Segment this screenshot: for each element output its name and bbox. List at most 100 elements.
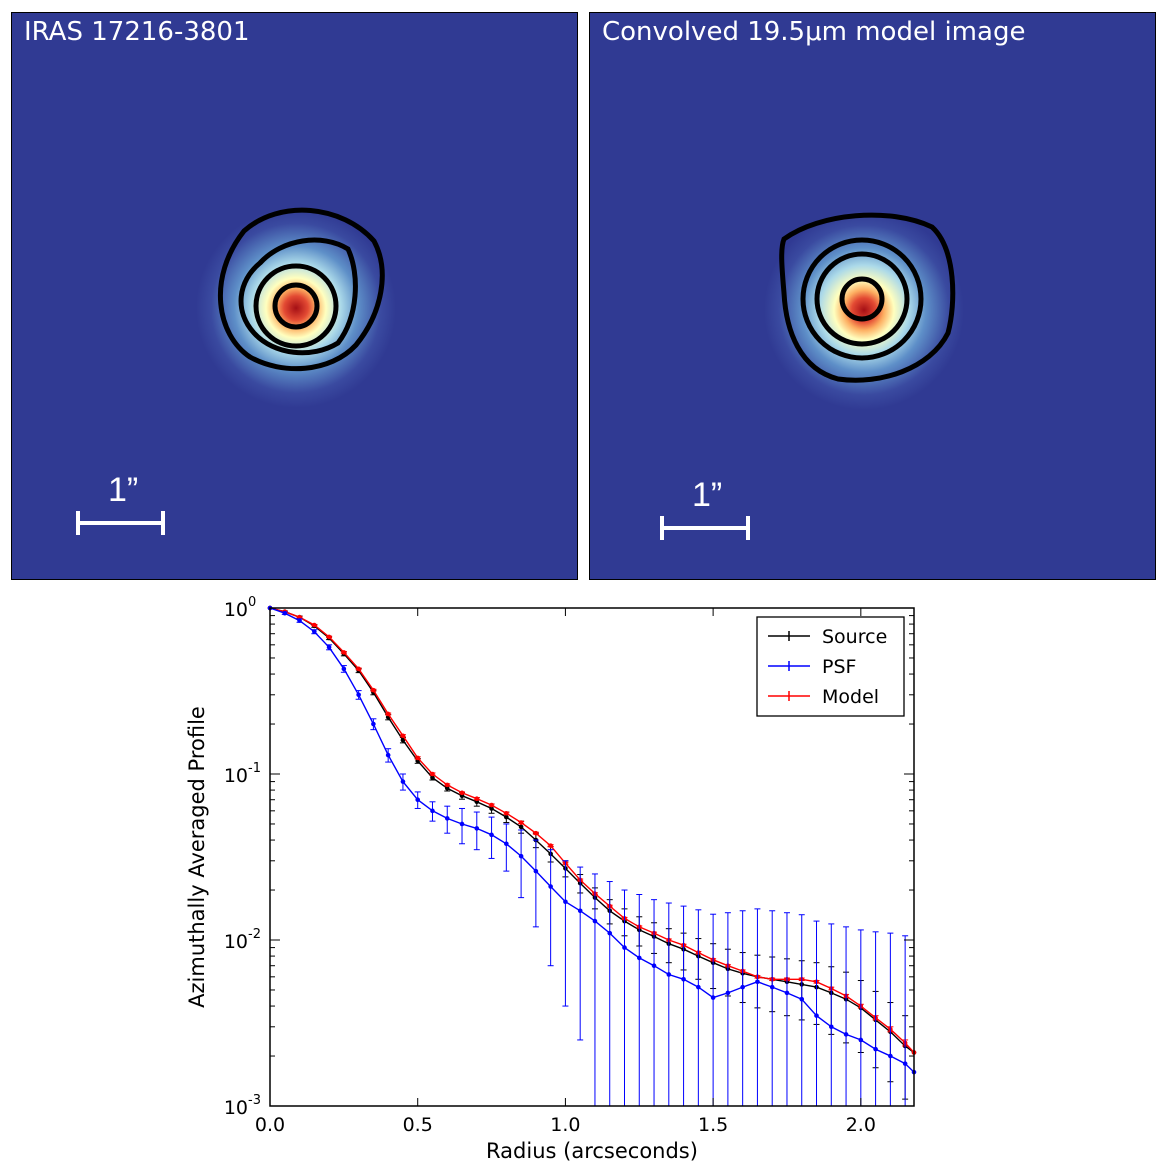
data-point [725,990,731,996]
y-axis-label: Azimuthally Averaged Profile [185,706,209,1008]
data-point [814,1013,819,1018]
contour-outer [779,212,956,383]
data-point [769,984,775,990]
data-point [415,755,421,761]
legend-label: Source [822,626,887,648]
data-point [873,1046,878,1052]
source-blob [196,208,396,408]
series-layer [267,605,917,1106]
data-point [444,786,450,791]
legend-entry-model: Model [768,686,879,708]
data-point [341,650,347,655]
data-point [326,634,332,640]
data-point [710,995,716,1000]
contour-2 [238,237,358,356]
contour-outer [217,207,385,372]
legend: Source PSF Model [756,616,905,717]
data-point [297,618,302,623]
data-point [888,1053,893,1059]
data-point [504,841,509,847]
contour-inner [272,282,320,330]
data-point [474,796,480,801]
panel-title-model: Convolved 19.5μm model image [602,17,1026,47]
y-tick-exponent: -3 [248,1093,261,1108]
data-point [666,972,672,977]
data-point [533,830,539,836]
data-point [843,1032,849,1037]
legend-label: Model [822,686,879,708]
data-point [577,908,583,914]
scale-bar [76,511,165,535]
y-tick-exponent: -2 [248,927,261,942]
contour-3 [814,251,910,347]
source-image [12,13,577,579]
data-point [636,955,642,961]
y-tick-label: 10 [224,931,248,953]
data-point [784,990,790,996]
data-point [356,692,361,698]
contour-inner [839,276,885,322]
data-point [651,963,657,969]
data-point [681,976,686,982]
data-point [430,771,435,777]
data-point [740,984,745,990]
image-panel-model: Convolved 19.5μm model image 1” [589,12,1156,580]
data-point [504,810,509,816]
data-point [385,711,391,717]
plot-frame [269,607,915,1107]
data-point [341,666,347,672]
data-point [533,868,539,874]
data-point [444,782,450,788]
legend-entry-psf: PSF [768,656,856,678]
data-point [799,996,805,1002]
data-point [385,752,391,758]
x-tick-label: 2.0 [846,1114,876,1136]
panel-title-source: IRAS 17216-3801 [24,17,250,47]
data-point [858,1037,864,1043]
data-point [548,884,553,889]
data-point [518,824,524,830]
data-point [400,779,406,784]
x-tick-label: 1.5 [698,1114,728,1136]
data-point [430,775,435,780]
data-point [459,790,465,796]
data-point [622,945,627,950]
x-axis-label: Radius (arcseconds) [486,1139,698,1163]
data-point [518,820,524,825]
scale-label: 1” [692,476,723,514]
scale-bar [660,516,750,540]
legend-label: PSF [822,656,856,678]
y-tick-exponent: -1 [248,761,261,776]
contour-2 [800,237,924,361]
data-point [297,614,302,620]
data-point [400,733,406,739]
series-psf [267,605,917,1106]
y-tick-label: 10 [224,599,248,621]
data-point [474,826,480,831]
contour-3 [253,263,339,349]
data-point [459,821,465,827]
data-point [430,808,435,814]
data-point [415,797,421,803]
x-tick-label: 0.0 [255,1114,285,1136]
model-image [590,13,1155,579]
scale-label: 1” [108,471,139,509]
data-point [489,802,494,808]
data-point [371,687,376,693]
y-tick-exponent: 0 [248,595,256,610]
data-point [563,899,568,905]
data-point [548,843,553,848]
data-point [489,806,494,811]
data-point [489,832,494,838]
data-point [326,644,332,650]
data-point [312,629,317,634]
y-tick-label: 10 [224,1097,248,1119]
data-point [312,622,317,628]
data-point [282,610,288,616]
data-point [400,737,406,743]
x-tick-label: 1.0 [550,1114,580,1136]
image-panel-source: IRAS 17216-3801 1” [11,12,578,580]
data-point [755,979,760,985]
